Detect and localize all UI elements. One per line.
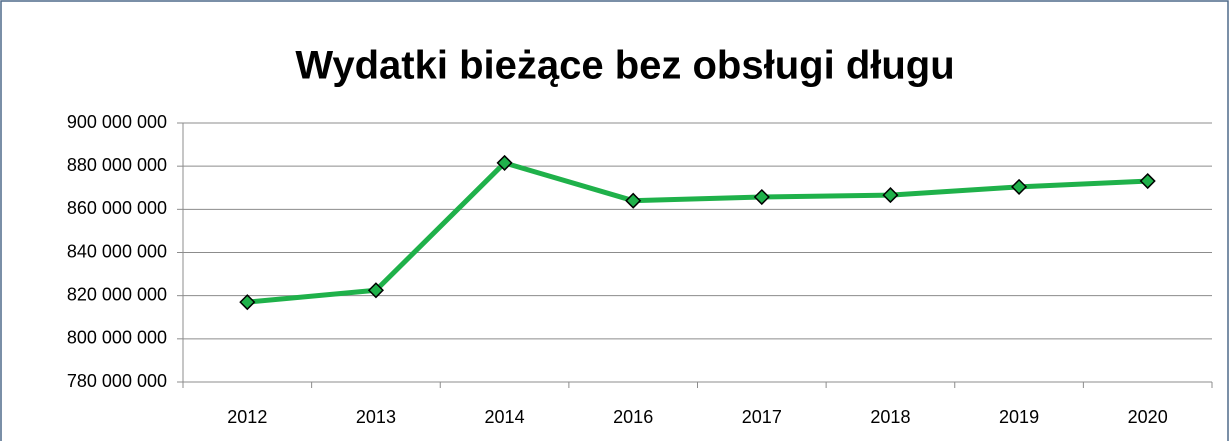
x-tick-label: 2012 <box>227 407 267 427</box>
x-tick-label: 2018 <box>870 407 910 427</box>
data-point <box>1139 172 1156 190</box>
x-tick-label: 2013 <box>356 407 396 427</box>
data-point <box>496 154 513 171</box>
data-point <box>753 188 770 206</box>
y-tick-label: 800 000 000 <box>67 328 167 348</box>
data-point <box>882 187 899 204</box>
data-point <box>239 294 256 311</box>
x-tick-label: 2016 <box>613 407 653 427</box>
data-point <box>367 282 384 299</box>
y-tick-label: 880 000 000 <box>67 155 167 175</box>
x-tick-label: 2017 <box>742 407 782 427</box>
y-tick-label: 900 000 000 <box>67 112 167 132</box>
chart-title: Wydatki bieżące bez obsługi długu <box>295 44 954 88</box>
data-point <box>625 192 642 209</box>
y-tick-label: 860 000 000 <box>67 198 167 218</box>
y-tick-label: 780 000 000 <box>67 371 167 391</box>
x-tick-label: 2019 <box>999 407 1039 427</box>
data-point <box>1010 178 1028 195</box>
y-tick-label: 820 000 000 <box>67 284 167 304</box>
x-tick-label: 2014 <box>485 407 525 427</box>
data-line <box>247 160 1148 305</box>
y-tick-label: 840 000 000 <box>67 241 167 261</box>
x-tick-label: 2020 <box>1128 407 1168 427</box>
